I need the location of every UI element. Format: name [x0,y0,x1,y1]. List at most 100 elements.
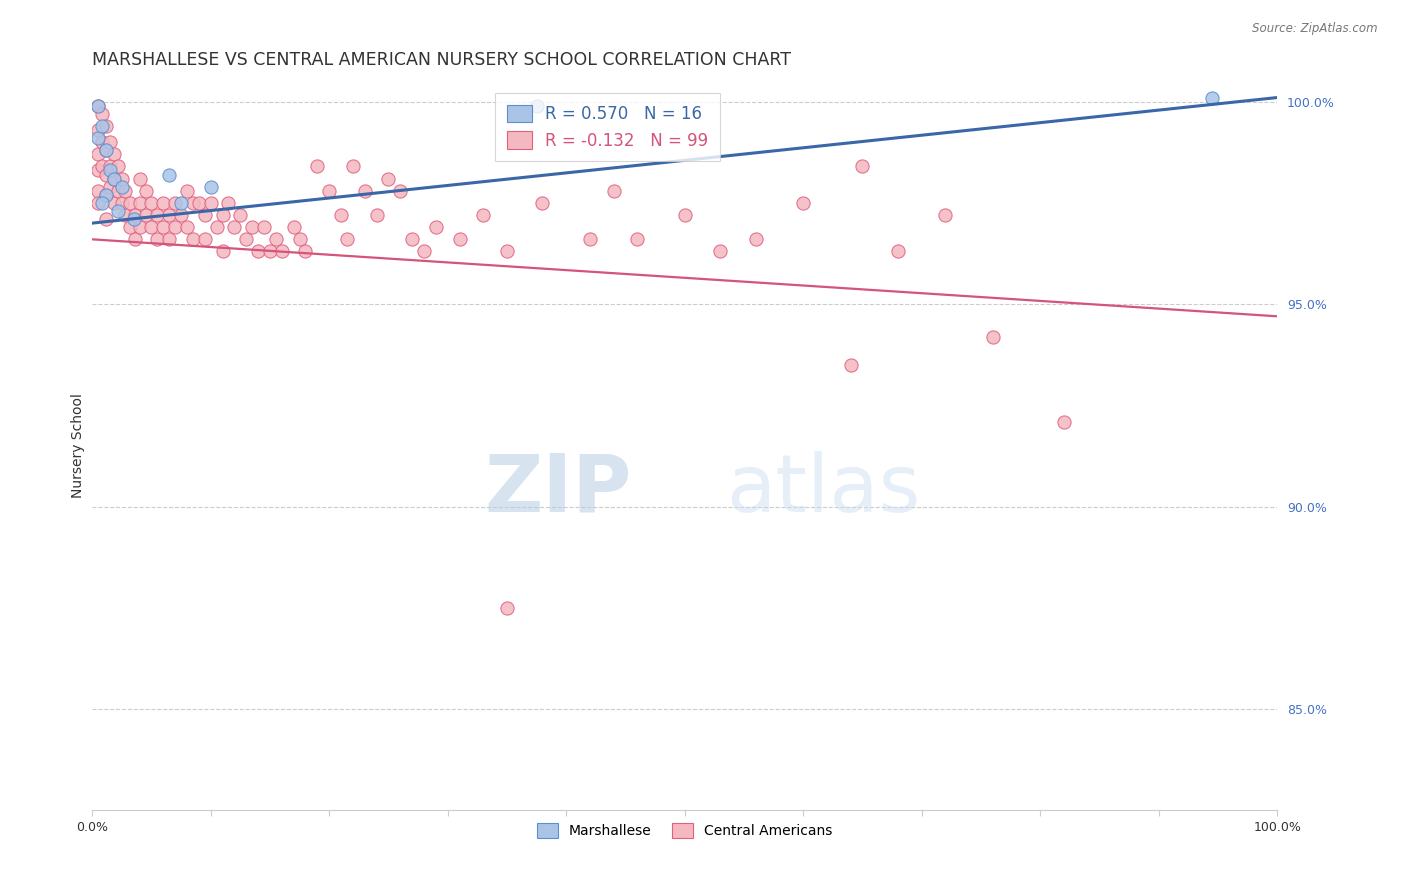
Point [531,195,554,210]
Point [1053,415,1076,429]
Point [103,195,125,210]
Point [170,208,193,222]
Point [98,160,121,174]
Point [579,232,602,246]
Point [200,195,222,210]
Point [247,244,270,259]
Point [224,220,246,235]
Point [152,195,174,210]
Point [745,232,768,246]
Point [134,208,156,222]
Point [330,208,353,222]
Point [87,98,110,112]
Point [307,160,329,174]
Point [96,212,118,227]
Point [205,220,228,235]
Point [176,184,198,198]
Point [87,163,110,178]
Point [103,171,125,186]
Point [124,232,146,246]
Point [87,195,110,210]
Point [87,131,110,145]
Point [111,195,134,210]
Point [259,244,281,259]
Point [98,179,121,194]
Point [283,220,305,235]
Point [114,208,136,222]
Point [673,208,696,222]
Point [211,208,233,222]
Point [96,143,118,157]
Point [96,168,118,182]
Point [211,244,233,259]
Point [128,220,150,235]
Point [170,195,193,210]
Point [96,187,118,202]
Point [181,232,204,246]
Point [240,220,263,235]
Y-axis label: Nursery School: Nursery School [72,393,86,499]
Point [165,195,187,210]
Point [103,171,125,186]
Point [413,244,436,259]
Point [449,232,471,246]
Point [401,232,423,246]
Point [98,163,121,178]
Point [96,119,118,133]
Point [981,329,1004,343]
Point [90,160,112,174]
Point [165,220,187,235]
Point [90,107,112,121]
Point [157,232,180,246]
Point [264,232,287,246]
Text: ZIP: ZIP [484,450,631,529]
Point [90,195,112,210]
Point [353,184,375,198]
Point [111,179,134,194]
Point [146,208,169,222]
Point [122,212,145,227]
Point [839,358,862,372]
Point [526,98,548,112]
Point [229,208,252,222]
Text: atlas: atlas [725,450,921,529]
Point [87,98,110,112]
Point [887,244,910,259]
Point [187,195,209,210]
Point [425,220,447,235]
Point [134,184,156,198]
Point [194,232,217,246]
Point [152,220,174,235]
Point [120,195,142,210]
Point [496,601,519,615]
Point [114,184,136,198]
Point [377,171,399,186]
Point [128,171,150,186]
Point [851,160,873,174]
Point [294,244,316,259]
Point [107,184,129,198]
Point [1201,90,1223,104]
Point [709,244,731,259]
Text: MARSHALLESE VS CENTRAL AMERICAN NURSERY SCHOOL CORRELATION CHART: MARSHALLESE VS CENTRAL AMERICAN NURSERY … [93,51,792,69]
Point [157,208,180,222]
Point [128,195,150,210]
Point [472,208,495,222]
Point [270,244,292,259]
Point [87,184,110,198]
Point [98,135,121,149]
Point [176,220,198,235]
Point [90,135,112,149]
Point [157,168,180,182]
Point [217,195,239,210]
Point [602,184,624,198]
Point [389,184,412,198]
Point [87,147,110,161]
Legend: Marshallese, Central Americans: Marshallese, Central Americans [531,818,838,844]
Point [90,119,112,133]
Point [288,232,311,246]
Point [934,208,956,222]
Point [141,195,163,210]
Point [318,184,340,198]
Point [626,232,648,246]
